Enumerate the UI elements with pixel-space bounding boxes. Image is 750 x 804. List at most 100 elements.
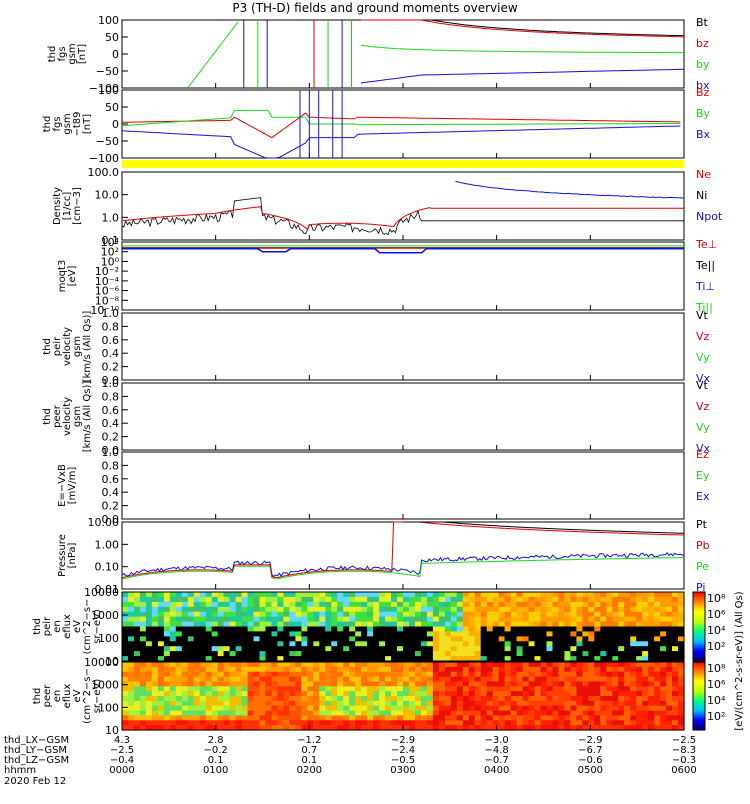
spectrogram-cell: [229, 700, 237, 707]
spectrogram-cell: [211, 696, 219, 702]
series-ti-perp: [122, 248, 684, 254]
spectrogram-cell: [594, 592, 601, 598]
spectrogram-cell: [128, 651, 135, 657]
spectrogram-cell: [235, 691, 243, 697]
spectrogram-cell: [415, 696, 422, 702]
spectrogram-cell: [247, 631, 255, 637]
spectrogram-cell: [486, 696, 494, 702]
spectrogram-cell: [385, 681, 392, 687]
spectrogram-cell: [582, 725, 589, 731]
spectrogram-cell: [468, 636, 476, 642]
spectrogram-cell: [199, 715, 207, 721]
spectrogram-cell: [319, 592, 326, 598]
spectrogram-cell: [600, 651, 607, 657]
spectrogram-cell: [582, 710, 589, 717]
spectrogram-cell: [307, 662, 314, 668]
spectrogram-cell: [552, 646, 560, 652]
spectrogram-cell: [313, 681, 320, 687]
spectrogram-cell: [151, 662, 159, 668]
spectrogram-cell: [361, 725, 368, 731]
spectrogram-cell: [391, 601, 398, 608]
spectrogram-cell: [504, 681, 512, 687]
spectrogram-cell: [343, 592, 350, 598]
spectrogram-cell: [223, 601, 231, 608]
spectrogram-cell: [415, 636, 422, 642]
spectrogram-cell: [660, 666, 667, 673]
spectrogram-cell: [588, 700, 595, 707]
spectrogram-cell: [157, 651, 165, 657]
spectrogram-cell: [510, 636, 518, 642]
spectrogram-cell: [582, 696, 589, 702]
spectrogram-cell: [145, 641, 153, 647]
spectrogram-cell: [624, 676, 631, 683]
spectrogram-cell: [522, 636, 530, 642]
spectrogram-cell: [450, 686, 458, 692]
spectrogram-cell: [420, 646, 428, 652]
spectrogram-cell: [277, 681, 284, 687]
spectrogram-cell: [343, 671, 350, 678]
spectrogram-cell: [510, 662, 518, 668]
spectrogram-cell: [205, 720, 213, 726]
spectrogram-cell: [498, 705, 506, 712]
spectrogram-cell: [654, 691, 661, 697]
spectrogram-cell: [432, 691, 440, 697]
spectrogram-cell: [253, 676, 261, 683]
spectrogram-cell: [678, 592, 685, 598]
spectrogram-cell: [181, 592, 189, 598]
spectrogram-cell: [462, 725, 470, 731]
spectrogram-cell: [205, 671, 213, 678]
spectrogram-cell: [576, 725, 583, 731]
spectrogram-cell: [528, 666, 536, 673]
spectrogram-cell: [391, 636, 398, 642]
spectrogram-cell: [492, 705, 500, 712]
spectrogram-cell: [241, 606, 249, 613]
spectrogram-cell: [564, 596, 571, 603]
spectrogram-cell: [636, 631, 643, 637]
spectrogram-cell: [534, 705, 542, 712]
spectrogram-cell: [510, 681, 518, 687]
spectrogram-cell: [319, 696, 326, 702]
spectrogram-cell: [307, 636, 314, 642]
spectrogram-cell: [289, 646, 296, 652]
spectrogram-cell: [432, 592, 440, 598]
spectrogram-cell: [450, 641, 458, 647]
spectrogram-cell: [217, 616, 225, 623]
spectrogram-cell: [289, 621, 296, 628]
spectrogram-cell: [301, 651, 308, 657]
spectrogram-cell: [128, 686, 135, 692]
spectrogram-cell: [498, 681, 506, 687]
spectrogram-cell: [600, 596, 607, 603]
spectrogram-cell: [307, 725, 314, 731]
spectrogram-cell: [522, 676, 530, 683]
spectrogram-cell: [193, 700, 201, 707]
spectrogram-cell: [480, 710, 488, 717]
spectrogram-cell: [122, 641, 129, 647]
spectrogram-cell: [157, 636, 165, 642]
spectrogram-cell: [666, 686, 673, 692]
spectrogram-cell: [187, 671, 195, 678]
x-axis-value: −2.9: [578, 735, 602, 746]
spectrogram-cell: [325, 666, 332, 673]
spectrogram-cell: [606, 715, 613, 721]
spectrogram-cell: [361, 606, 368, 613]
spectrogram-cell: [385, 676, 392, 683]
spectrogram-cell: [211, 636, 219, 642]
spectrogram-cell: [205, 715, 213, 721]
spectrogram-cell: [438, 646, 446, 652]
spectrogram-cell: [277, 700, 284, 707]
spectrogram-cell: [193, 601, 201, 608]
spectrogram-cell: [199, 606, 207, 613]
spectrogram-cell: [546, 686, 554, 692]
spectrogram-cell: [522, 631, 530, 637]
spectrogram-cell: [588, 592, 595, 598]
spectrogram-cell: [259, 611, 267, 618]
spectrogram-cell: [265, 606, 273, 613]
spectrogram-cell: [295, 616, 302, 623]
spectrogram-cell: [552, 641, 560, 647]
spectrogram-cell: [128, 631, 135, 637]
spectrogram-cell: [373, 592, 380, 598]
spectrogram-cell: [642, 676, 649, 683]
spectrogram-cell: [654, 720, 661, 726]
spectrogram-cell: [128, 592, 135, 598]
